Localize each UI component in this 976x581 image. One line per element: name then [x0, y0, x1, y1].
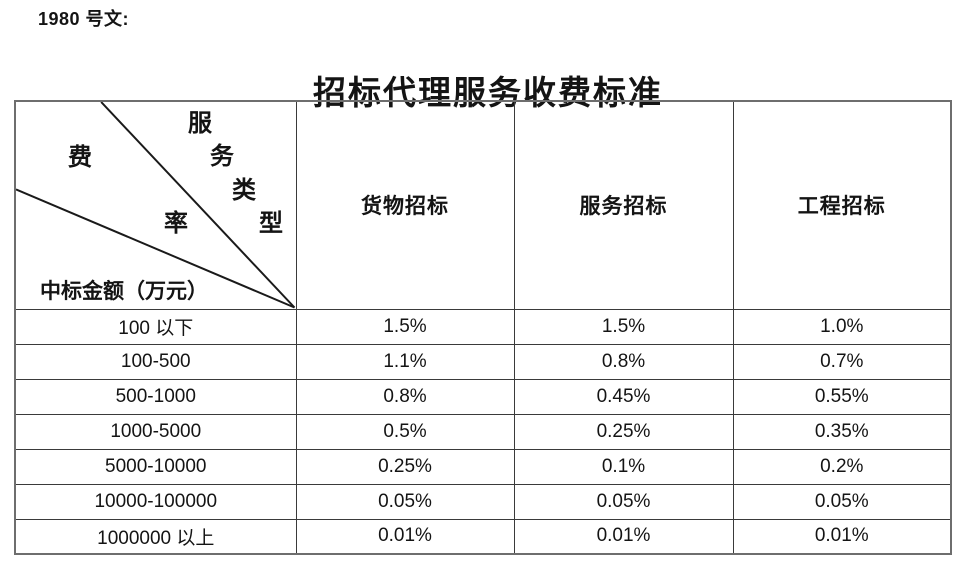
- table-row: 100 以下 1.5% 1.5% 1.0%: [14, 308, 952, 345]
- works-rate-cell: 1.0%: [732, 308, 952, 345]
- services-rate-cell: 0.05%: [513, 483, 734, 520]
- fee-standard-table: 服 务 类 型 费 率 中标金额（万元） 货物招标 服务招标 工程招标 100 …: [14, 100, 952, 555]
- corner-label-rate-char: 率: [164, 211, 188, 237]
- column-header-goods: 货物招标: [295, 100, 515, 310]
- amount-range-cell: 1000-5000: [14, 413, 297, 450]
- amount-range-cell: 500-1000: [14, 378, 297, 415]
- table-row: 100-500 1.1% 0.8% 0.7%: [14, 343, 952, 380]
- table-row: 500-1000 0.8% 0.45% 0.55%: [14, 378, 952, 415]
- diagonal-header-cell: 服 务 类 型 费 率 中标金额（万元）: [14, 100, 297, 310]
- document-reference: 1980 号文:: [38, 9, 130, 29]
- corner-label-service-type-char: 务: [210, 144, 234, 170]
- goods-rate-cell: 1.1%: [295, 343, 515, 380]
- goods-rate-cell: 0.8%: [295, 378, 515, 415]
- corner-label-service-type-char: 类: [232, 178, 256, 204]
- services-rate-cell: 0.01%: [513, 518, 734, 555]
- column-header-works: 工程招标: [732, 100, 952, 310]
- works-rate-cell: 0.35%: [732, 413, 952, 450]
- goods-rate-cell: 0.05%: [295, 483, 515, 520]
- corner-label-fee-char: 费: [68, 145, 92, 171]
- goods-rate-cell: 0.25%: [295, 448, 515, 485]
- works-rate-cell: 0.55%: [732, 378, 952, 415]
- goods-rate-cell: 1.5%: [295, 308, 515, 345]
- services-rate-cell: 0.8%: [513, 343, 734, 380]
- column-header-services: 服务招标: [513, 100, 734, 310]
- works-rate-cell: 0.2%: [732, 448, 952, 485]
- goods-rate-cell: 0.01%: [295, 518, 515, 555]
- table-row: 10000-100000 0.05% 0.05% 0.05%: [14, 483, 952, 520]
- table-row: 1000-5000 0.5% 0.25% 0.35%: [14, 413, 952, 450]
- table-row: 5000-10000 0.25% 0.1% 0.2%: [14, 448, 952, 485]
- amount-range-cell: 100-500: [14, 343, 297, 380]
- amount-range-cell: 100 以下: [14, 308, 297, 345]
- table-header-row: 服 务 类 型 费 率 中标金额（万元） 货物招标 服务招标 工程招标: [14, 100, 952, 310]
- services-rate-cell: 0.45%: [513, 378, 734, 415]
- amount-range-cell: 1000000 以上: [14, 518, 297, 555]
- table-row: 1000000 以上 0.01% 0.01% 0.01%: [14, 518, 952, 555]
- diagonal-divider-lines: [16, 102, 296, 309]
- corner-label-service-type-char: 型: [259, 211, 283, 237]
- works-rate-cell: 0.05%: [732, 483, 952, 520]
- corner-label-service-type-char: 服: [188, 111, 212, 137]
- works-rate-cell: 0.01%: [732, 518, 952, 555]
- amount-range-cell: 5000-10000: [14, 448, 297, 485]
- works-rate-cell: 0.7%: [732, 343, 952, 380]
- services-rate-cell: 0.1%: [513, 448, 734, 485]
- services-rate-cell: 0.25%: [513, 413, 734, 450]
- amount-range-cell: 10000-100000: [14, 483, 297, 520]
- corner-label-amount: 中标金额（万元）: [40, 278, 208, 303]
- goods-rate-cell: 0.5%: [295, 413, 515, 450]
- services-rate-cell: 1.5%: [513, 308, 734, 345]
